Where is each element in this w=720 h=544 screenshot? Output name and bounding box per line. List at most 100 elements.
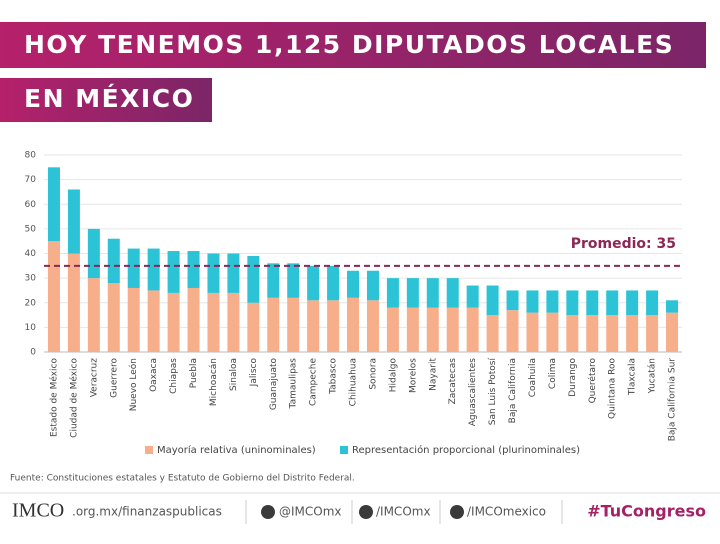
bar-segment	[87, 278, 100, 352]
bar-segment	[626, 290, 639, 316]
bar-segment	[386, 307, 399, 352]
y-tick-label: 30	[25, 274, 37, 284]
bar-segment	[526, 312, 539, 352]
site: .org.mx/finanzaspublicas	[72, 505, 222, 519]
x-tick-label: Oaxaca	[149, 358, 159, 392]
bar-segment	[606, 315, 619, 352]
bar-segment	[546, 290, 559, 313]
x-tick-label: San Luis Potosí	[488, 358, 498, 426]
bar-segment	[666, 300, 679, 313]
legend-label: Representación proporcional (plurinomina…	[352, 444, 580, 456]
logo: IMCO	[12, 500, 64, 522]
y-tick-label: 70	[25, 175, 37, 185]
youtube-icon	[450, 505, 464, 519]
bar-segment	[347, 297, 360, 352]
x-tick-label: Jalisco	[249, 358, 259, 388]
bar-segment	[147, 290, 160, 352]
twitter-icon	[261, 505, 275, 519]
x-tick-label: Michoacán	[209, 358, 219, 406]
bar-segment	[506, 310, 519, 352]
x-tick-label: Coahuila	[528, 358, 538, 397]
facebook-icon	[359, 505, 373, 519]
bar-segment	[327, 300, 340, 352]
chart: 0 10 20 30 40 50 60 70 80 Estado de México Ciudad …	[25, 151, 682, 456]
x-tick-label: Hidalgo	[388, 358, 398, 393]
x-tick-label: Nuevo León	[128, 358, 139, 411]
y-tick-label: 0	[30, 348, 36, 358]
x-tick-label: Nayarit	[428, 358, 438, 391]
x-tick-label: Veracruz	[89, 358, 99, 398]
bar-segment	[187, 287, 200, 352]
x-tick-label: Chiapas	[169, 358, 179, 394]
bar-segment	[307, 300, 320, 352]
bar-segment	[506, 290, 519, 311]
hashtag: #TuCongreso	[587, 502, 706, 521]
bar-segment	[466, 285, 479, 308]
bar-segment	[406, 307, 419, 352]
x-tick-label: Aguascalientes	[468, 358, 478, 427]
bar-segment	[586, 290, 599, 316]
facebook: /IMCOmx	[376, 505, 431, 519]
bar-segment	[426, 278, 439, 308]
x-tick-label: Quintana Roo	[608, 358, 618, 419]
x-tick-label: Baja California Sur	[668, 358, 678, 442]
bar-segment	[406, 278, 419, 308]
legend-swatch	[340, 446, 348, 454]
title: EN MÉXICO	[24, 84, 194, 113]
y-tick-label: 40	[25, 249, 37, 259]
x-tick-label: Estado de México	[48, 358, 59, 438]
bar-segment	[526, 290, 539, 313]
y-tick-label: 10	[25, 323, 37, 333]
x-tick-label: Guanajuato	[269, 358, 279, 411]
bar-segment	[546, 312, 559, 352]
bar-segment	[327, 265, 340, 301]
bar-segment	[147, 248, 160, 291]
bar-segment	[107, 283, 120, 352]
x-tick-label: Campeche	[309, 358, 319, 406]
bar-segment	[586, 315, 599, 352]
bar-segment	[267, 263, 280, 298]
x-tick-label: Tlaxcala	[628, 358, 638, 396]
bar-segment	[167, 292, 180, 352]
bar-segment	[566, 290, 579, 316]
bar-segment	[566, 315, 579, 352]
bar-segment	[187, 251, 200, 288]
bar-segment	[207, 253, 220, 293]
bar-segment	[67, 253, 80, 352]
source: Fuente: Constituciones estatales y Estat…	[10, 474, 355, 484]
average-label: Promedio: 35	[571, 236, 676, 252]
bar-segment	[107, 238, 120, 284]
bar-segment	[227, 253, 240, 293]
youtube: /IMCOmexico	[467, 505, 546, 519]
x-tick-label: Baja California	[508, 358, 518, 423]
bar-segment	[47, 167, 60, 242]
y-tick-label: 60	[25, 200, 37, 210]
bar-segment	[666, 312, 679, 352]
bar-segment	[646, 290, 659, 316]
x-tick-label: Tabasco	[329, 358, 339, 395]
bar-segment	[247, 255, 260, 303]
bar-segment	[486, 315, 499, 352]
bar-segment	[307, 265, 320, 301]
x-tick-label: Tamaulipas	[289, 358, 299, 410]
bar-segment	[227, 292, 240, 352]
x-tick-label: Sonora	[368, 358, 378, 390]
x-tick-label: Zacatecas	[448, 358, 458, 405]
bar-segment	[446, 307, 459, 352]
bar-segment	[347, 270, 360, 298]
bar-segment	[366, 300, 379, 352]
bar-segment	[47, 241, 60, 352]
x-tick-label: Yucatán	[648, 358, 658, 394]
x-tick-label: Durango	[568, 358, 578, 397]
x-tick-label: Morelos	[408, 358, 418, 393]
y-tick-label: 20	[25, 298, 37, 308]
bar-segment	[646, 315, 659, 352]
bar-segment	[287, 297, 300, 352]
bar-segment	[626, 315, 639, 352]
bar-segment	[606, 290, 619, 316]
legend-label: Mayoría relativa (uninominales)	[157, 444, 316, 456]
legend-swatch	[145, 446, 153, 454]
bar-segment	[247, 302, 260, 352]
bar-segment	[167, 251, 180, 293]
